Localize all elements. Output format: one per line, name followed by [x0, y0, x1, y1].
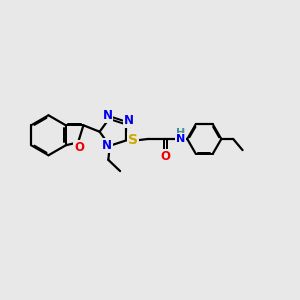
Text: N: N: [102, 109, 112, 122]
Text: O: O: [160, 150, 170, 163]
Text: N: N: [102, 139, 112, 152]
Text: O: O: [74, 141, 84, 154]
Text: N: N: [176, 134, 185, 144]
Text: S: S: [128, 134, 138, 147]
Text: N: N: [124, 114, 134, 127]
Text: H: H: [176, 128, 185, 138]
